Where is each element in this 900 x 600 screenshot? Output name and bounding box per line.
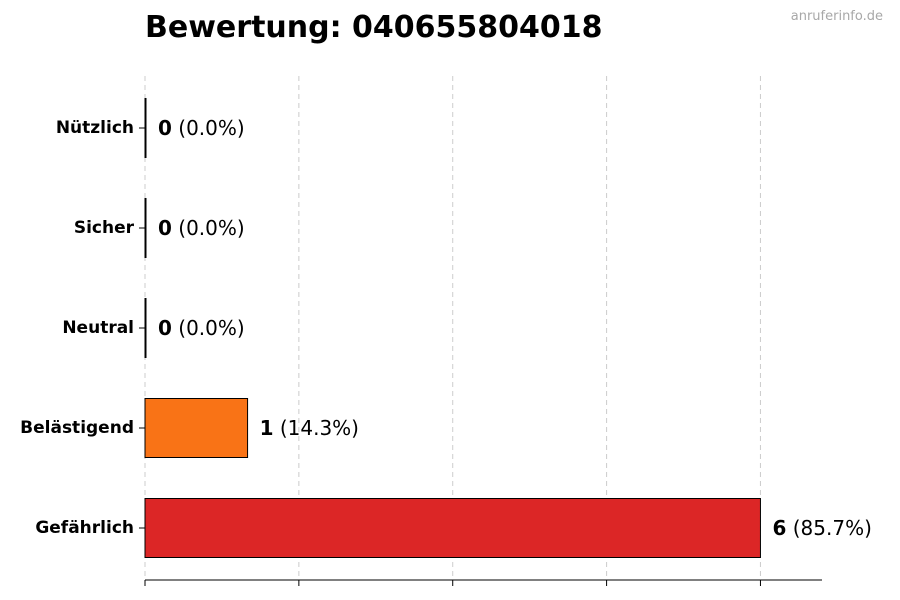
value-percent-neutral: (0.0%) — [172, 316, 245, 340]
category-label-gefaehrlich: Gefährlich — [35, 518, 134, 538]
value-count-belaestigend: 1 — [260, 416, 274, 440]
value-percent-sicher: (0.0%) — [172, 216, 245, 240]
bars — [144, 98, 761, 558]
value-count-gefaehrlich: 6 — [772, 516, 786, 540]
value-percent-gefaehrlich: (85.7%) — [786, 516, 872, 540]
category-label-neutral: Neutral — [62, 318, 134, 338]
value-label-neutral: 0 (0.0%) — [158, 316, 245, 340]
bar-gefaehrlich — [144, 498, 761, 558]
value-percent-nuetzlich: (0.0%) — [172, 116, 245, 140]
value-percent-belaestigend: (14.3%) — [273, 416, 359, 440]
bar-neutral — [144, 298, 147, 358]
value-label-belaestigend: 1 (14.3%) — [260, 416, 359, 440]
value-label-gefaehrlich: 6 (85.7%) — [772, 516, 871, 540]
category-label-belaestigend: Belästigend — [20, 418, 134, 438]
category-label-nuetzlich: Nützlich — [56, 118, 134, 138]
watermark: anruferinfo.de — [790, 9, 883, 24]
labels: Nützlich 0 (0.0%) Sicher 0 (0.0%) Neutral 0 (… — [20, 116, 872, 540]
category-label-sicher: Sicher — [74, 218, 135, 238]
value-label-nuetzlich: 0 (0.0%) — [158, 116, 245, 140]
value-count-nuetzlich: 0 — [158, 116, 172, 140]
bar-nuetzlich — [144, 98, 147, 158]
chart-title: Bewertung: 040655804018 — [145, 10, 603, 45]
value-count-neutral: 0 — [158, 316, 172, 340]
value-label-sicher: 0 (0.0%) — [158, 216, 245, 240]
bar-belaestigend — [144, 398, 249, 458]
value-count-sicher: 0 — [158, 216, 172, 240]
axes — [139, 127, 822, 586]
bar-sicher — [144, 198, 147, 258]
